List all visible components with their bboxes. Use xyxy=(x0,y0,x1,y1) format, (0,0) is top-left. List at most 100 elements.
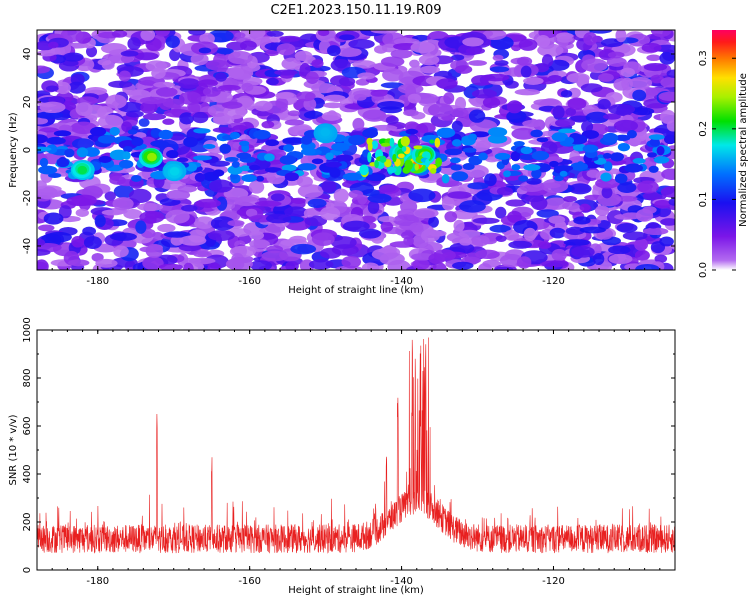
heatmap-cell xyxy=(270,193,285,202)
heatmap-cell xyxy=(357,72,376,80)
heatmap-cell xyxy=(622,231,648,241)
heatmap-cell xyxy=(216,196,228,211)
heatmap-cell xyxy=(109,175,126,185)
colorbar-tick-label: 0.0 xyxy=(698,262,709,278)
heatmap-cell xyxy=(401,231,414,240)
colorbar-label: Normalized spectral amplitude xyxy=(738,73,749,227)
heatmap-cell xyxy=(317,30,330,37)
heatmap-hotspot xyxy=(430,167,437,174)
heatmap-cell xyxy=(492,54,504,62)
heatmap-hotspot xyxy=(77,165,88,175)
heatmap-cell xyxy=(120,50,139,57)
heatmap-cell xyxy=(39,101,66,114)
heatmap-cell xyxy=(43,212,64,225)
heatmap-cell xyxy=(377,100,405,110)
heatmap-cell xyxy=(549,160,559,168)
heatmap-cell xyxy=(558,128,576,134)
heatmap-cell xyxy=(413,208,439,219)
heatmap-cell xyxy=(520,146,533,155)
heatmap-cell xyxy=(285,261,299,270)
heatmap-cell xyxy=(353,93,367,101)
heatmap-cell xyxy=(559,170,568,177)
heatmap-cell xyxy=(568,115,591,122)
heatmap-cell xyxy=(123,145,133,153)
heatmap-cell xyxy=(379,184,400,194)
heatmap-cell xyxy=(331,142,350,152)
heatmap-hotspot xyxy=(413,145,423,150)
heatmap-cell xyxy=(227,220,245,227)
heatmap-cell xyxy=(155,87,178,97)
heatmap-cell xyxy=(436,180,463,187)
heatmap-cell xyxy=(647,222,660,229)
heatmap-cell xyxy=(128,188,152,204)
heatmap-cell xyxy=(75,208,89,217)
heatmap-cell xyxy=(193,251,212,258)
heatmap-cell xyxy=(202,86,221,97)
heatmap-hotspot xyxy=(374,159,379,169)
heatmap-cell xyxy=(169,133,185,141)
heatmap-cell xyxy=(405,128,418,135)
heatmap-cell xyxy=(485,156,499,163)
heatmap-cell xyxy=(573,216,591,225)
heatmap-cell xyxy=(127,37,141,51)
heatmap-cell xyxy=(58,124,73,133)
heatmap-cell xyxy=(511,164,521,171)
heatmap-cell xyxy=(342,220,370,232)
heatmap-cell xyxy=(207,262,222,270)
heatmap-cell xyxy=(468,60,487,66)
heatmap-cell xyxy=(253,129,271,140)
heatmap-cell xyxy=(179,235,207,246)
heatmap-cell xyxy=(291,197,306,204)
heatmap-cell xyxy=(234,196,260,207)
heatmap-cell xyxy=(449,157,461,164)
heatmap-cell xyxy=(37,186,58,200)
heatmap-cell xyxy=(484,173,497,187)
heatmap-cell xyxy=(178,78,200,89)
heatmap-cell xyxy=(390,49,413,59)
heatmap-cell xyxy=(660,77,675,88)
heatmap-cell xyxy=(380,82,405,89)
heatmap-cell xyxy=(451,139,462,147)
heatmap-cell xyxy=(255,175,265,182)
heatmap-cell xyxy=(553,175,564,182)
heatmap-cell xyxy=(131,137,144,147)
heatmap-cell xyxy=(504,229,520,241)
heatmap-cell xyxy=(113,184,135,199)
heatmap-cell xyxy=(193,155,212,161)
heatmap-cell xyxy=(648,165,659,173)
heatmap-hotspot xyxy=(435,157,442,167)
heatmap-cell xyxy=(177,184,197,193)
heatmap-hotspot xyxy=(147,152,157,162)
heatmap-cell xyxy=(100,42,128,55)
heatmap-cell xyxy=(551,248,567,262)
heatmap-cell xyxy=(145,243,164,259)
heatmap-cell xyxy=(71,236,85,248)
heatmap-cell xyxy=(620,67,636,78)
heatmap-cell xyxy=(616,195,638,202)
heatmap-cell xyxy=(487,134,508,144)
heatmap-cell xyxy=(38,165,58,175)
heatmap-cell xyxy=(565,107,577,116)
heatmap-cell xyxy=(55,81,71,95)
heatmap-hotspot xyxy=(389,137,395,148)
heatmap-cell xyxy=(281,164,297,172)
heatmap-cell xyxy=(62,52,84,62)
heatmap-cell xyxy=(472,217,500,224)
heatmap-cell xyxy=(239,140,250,147)
colorbar-tick-label: 0.1 xyxy=(698,191,709,207)
heatmap-cell xyxy=(64,148,75,158)
heatmap-cell xyxy=(37,111,64,119)
heatmap-cell xyxy=(134,52,159,61)
heatmap-cell xyxy=(294,50,313,61)
heatmap-cell xyxy=(579,226,606,234)
snr-y-axis-label: SNR (10 * v/v) xyxy=(8,414,19,485)
heatmap-cell xyxy=(82,226,97,236)
heatmap-cell xyxy=(567,97,587,110)
heatmap-cell xyxy=(229,132,240,140)
heatmap-cell xyxy=(225,156,239,162)
heatmap-cell xyxy=(648,134,665,140)
heatmap-cell xyxy=(668,198,675,206)
heatmap-cell xyxy=(608,253,633,265)
heatmap-cell xyxy=(428,216,439,228)
heatmap-cell xyxy=(541,54,554,68)
